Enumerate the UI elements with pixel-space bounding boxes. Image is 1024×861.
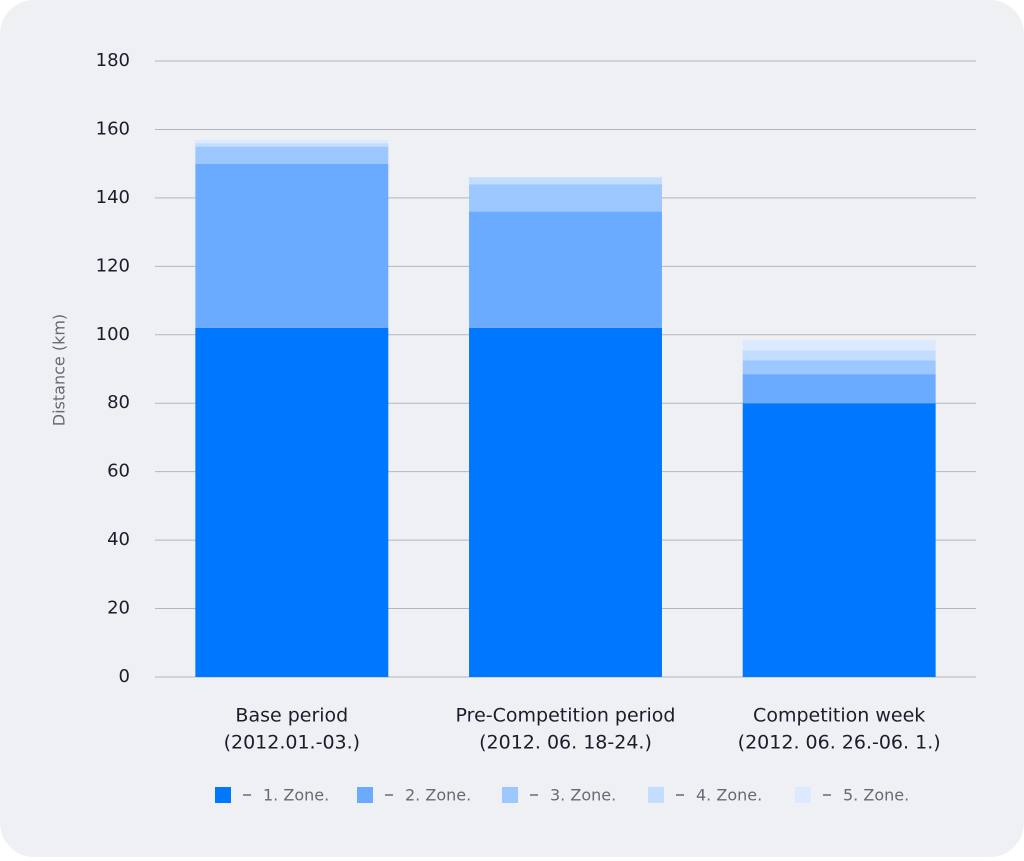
bar-segment bbox=[742, 339, 936, 351]
bar-segment bbox=[195, 163, 389, 328]
bar-segment bbox=[469, 177, 662, 185]
bar-segment bbox=[195, 327, 389, 677]
y-tick-label: 60 bbox=[107, 461, 130, 482]
bar-segment bbox=[742, 350, 936, 361]
y-tick-label: 80 bbox=[107, 392, 130, 413]
legend-swatch bbox=[502, 787, 518, 803]
y-tick-label: 140 bbox=[96, 187, 130, 208]
legend-label: 1. Zone. bbox=[263, 786, 329, 805]
y-tick-label: 100 bbox=[96, 324, 130, 345]
bar-segment bbox=[195, 146, 389, 164]
legend-swatch bbox=[795, 787, 811, 803]
bar-segment bbox=[195, 139, 389, 144]
x-tick-label: (2012. 06. 18-24.) bbox=[479, 732, 652, 754]
y-tick-label: 120 bbox=[96, 255, 130, 276]
y-tick-label: 20 bbox=[107, 598, 130, 619]
bar-segment bbox=[742, 360, 936, 375]
bar-segment bbox=[469, 327, 662, 677]
legend-label: 4. Zone. bbox=[696, 786, 762, 805]
bar-segment bbox=[742, 403, 936, 677]
y-axis-label: Distance (km) bbox=[50, 314, 69, 426]
x-tick-label: Pre-Competition period bbox=[456, 705, 676, 727]
x-tick-label: Competition week bbox=[753, 705, 925, 727]
y-tick-label: 40 bbox=[107, 529, 130, 550]
x-tick-label: (2012.01.-03.) bbox=[224, 732, 361, 754]
legend-swatch bbox=[648, 787, 664, 803]
legend-label: 5. Zone. bbox=[843, 786, 909, 805]
bar-segment bbox=[742, 374, 936, 404]
y-tick-label: 180 bbox=[96, 50, 130, 71]
legend-label: 2. Zone. bbox=[405, 786, 471, 805]
y-tick-label: 160 bbox=[96, 118, 130, 139]
y-tick-label: 0 bbox=[119, 666, 130, 687]
x-tick-label: Base period bbox=[235, 705, 348, 727]
x-tick-label: (2012. 06. 26.-06. 1.) bbox=[738, 732, 941, 754]
bar-segment bbox=[195, 143, 389, 147]
bar-segment bbox=[469, 184, 662, 212]
legend-swatch bbox=[215, 787, 231, 803]
legend-swatch bbox=[357, 787, 373, 803]
legend-label: 3. Zone. bbox=[550, 786, 616, 805]
bar-segment bbox=[469, 211, 662, 328]
